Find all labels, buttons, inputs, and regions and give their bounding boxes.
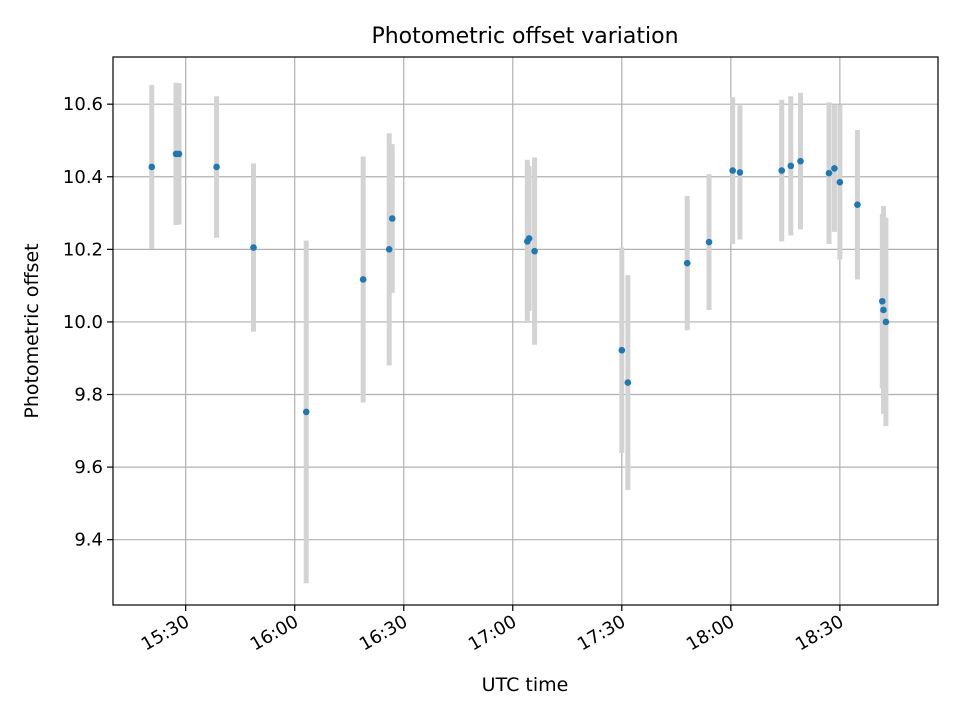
y-tick-label: 9.6 bbox=[74, 457, 103, 478]
data-point bbox=[624, 379, 632, 386]
y-tick-label: 10.0 bbox=[63, 312, 103, 333]
data-point bbox=[797, 157, 804, 165]
x-axis-label: UTC time bbox=[482, 674, 569, 696]
data-point bbox=[787, 162, 795, 170]
data-point bbox=[736, 169, 744, 176]
data-point bbox=[778, 167, 786, 174]
data-point bbox=[302, 408, 310, 416]
point-layer bbox=[148, 150, 890, 416]
data-point bbox=[836, 178, 844, 186]
data-point bbox=[175, 150, 183, 158]
plot-frame bbox=[112, 56, 939, 606]
chart-title: Photometric offset variation bbox=[371, 24, 678, 49]
data-point bbox=[525, 235, 533, 242]
data-point bbox=[683, 259, 691, 267]
y-axis-label: Photometric offset bbox=[21, 243, 43, 418]
data-point bbox=[618, 346, 626, 354]
data-point bbox=[705, 238, 713, 246]
data-point bbox=[825, 169, 833, 177]
y-tick-label: 10.4 bbox=[63, 167, 103, 188]
data-point bbox=[880, 306, 887, 314]
data-point bbox=[854, 201, 861, 209]
data-point bbox=[831, 165, 838, 172]
data-point bbox=[878, 297, 886, 305]
data-point bbox=[148, 163, 156, 171]
y-tick-label: 9.4 bbox=[74, 530, 103, 551]
data-point bbox=[729, 167, 736, 174]
y-tick-label: 10.2 bbox=[63, 239, 103, 260]
y-tick-label: 9.8 bbox=[74, 385, 103, 406]
data-point bbox=[385, 246, 393, 253]
data-point bbox=[250, 244, 257, 251]
data-point bbox=[359, 276, 367, 283]
y-tick-label: 10.6 bbox=[63, 94, 103, 115]
data-point bbox=[388, 215, 396, 222]
data-point bbox=[213, 163, 220, 171]
data-point bbox=[882, 318, 890, 326]
y-axis-ticks: 9.4 9.6 9.8 10.0 10.2 10.4 10.6 bbox=[63, 94, 113, 551]
plot-area bbox=[113, 57, 938, 605]
data-point bbox=[531, 247, 538, 255]
